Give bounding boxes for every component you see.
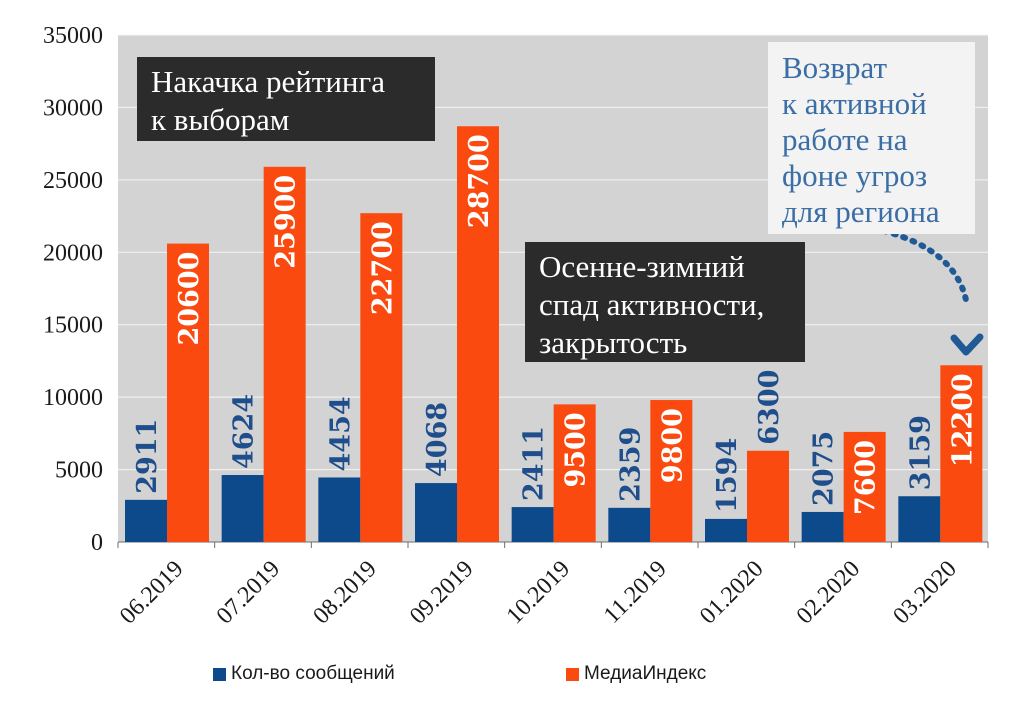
y-tick-label: 10000 xyxy=(43,385,103,411)
data-label-messages: 1594 xyxy=(712,438,743,513)
bar-messages xyxy=(705,518,747,542)
y-tick-label: 25000 xyxy=(43,168,103,194)
bar-messages xyxy=(221,475,264,542)
legend-item-mediaindex: МедиаИндекс xyxy=(566,663,706,685)
bar-messages xyxy=(608,507,651,542)
annotation-return: Возврат к активной работе на фоне угроз … xyxy=(768,42,975,234)
bar-mediaindex xyxy=(650,400,693,542)
x-tick-label: 09.2019 xyxy=(405,556,479,630)
bar-messages xyxy=(511,507,554,542)
annotation-return-line-4: фоне угроз xyxy=(782,158,928,193)
annotation-return-line-5: для региона xyxy=(782,194,940,229)
legend-label-mediaindex: МедиаИндекс xyxy=(584,663,707,684)
annotation-arrow xyxy=(881,228,984,356)
bar-messages xyxy=(801,511,844,542)
data-label-messages: 2411 xyxy=(519,426,550,501)
annotation-rating: Накачка рейтинга к выборам xyxy=(137,57,435,141)
bar-mediaindex xyxy=(167,243,209,542)
data-label-messages: 2075 xyxy=(809,431,840,506)
annotation-autumn-line-1: Осенне-зимний xyxy=(539,249,745,284)
legend-swatch-mediaindex xyxy=(566,667,579,681)
data-label-mediaindex: 25900 xyxy=(271,175,302,269)
y-tick-label: 0 xyxy=(91,530,103,556)
data-label-messages: 2911 xyxy=(132,419,163,494)
x-tick-label: 07.2019 xyxy=(212,556,286,630)
annotation-return-line-1: Возврат xyxy=(782,50,888,85)
x-axis-ticks: 06.2019 07.2019 08.2019 09.2019 10.2019 11.20… xyxy=(115,542,989,630)
y-tick-label: 15000 xyxy=(43,313,103,339)
bar-mediaindex xyxy=(553,404,596,542)
bar-messages xyxy=(898,496,941,542)
bar-mediaindex xyxy=(843,431,886,542)
annotation-autumn-line-3: закрытость xyxy=(539,325,688,360)
x-tick-label: 01.2020 xyxy=(695,556,769,630)
x-tick-label: 10.2019 xyxy=(502,556,576,630)
bar-messages xyxy=(125,499,167,542)
x-tick-label: 11.2019 xyxy=(599,556,672,629)
bar-messages xyxy=(415,483,457,542)
bar-mediaindex xyxy=(747,450,789,542)
y-tick-label: 30000 xyxy=(43,95,103,121)
data-label-mediaindex: 6300 xyxy=(754,370,785,445)
annotation-rating-line-2: к выборам xyxy=(151,102,290,137)
x-tick-label: 03.2020 xyxy=(888,556,962,630)
y-tick-label: 5000 xyxy=(55,458,103,484)
data-label-messages: 4068 xyxy=(422,402,453,477)
annotation-rating-line-1: Накачка рейтинга xyxy=(151,64,385,99)
data-label-messages: 4454 xyxy=(325,396,356,471)
y-tick-label: 20000 xyxy=(43,240,103,266)
y-tick-label: 35000 xyxy=(43,23,103,49)
annotation-autumn: Осенне-зимний спад активности, закрытост… xyxy=(525,242,805,362)
data-label-messages: 3159 xyxy=(905,415,936,490)
data-label-mediaindex: 20600 xyxy=(174,252,205,346)
bar-mediaindex xyxy=(457,126,499,542)
y-axis-ticks: 0 5000 10000 15000 20000 25000 30000 35000 xyxy=(43,23,103,556)
bar-mediaindex xyxy=(940,365,983,542)
bar-mediaindex xyxy=(360,213,403,542)
data-label-mediaindex: 28700 xyxy=(464,134,495,228)
data-label-mediaindex: 7600 xyxy=(851,440,882,515)
legend-swatch-messages xyxy=(213,667,226,681)
annotation-autumn-line-2: спад активности, xyxy=(539,287,765,322)
annotation-return-line-3: работе на xyxy=(782,122,908,157)
bar-messages xyxy=(318,477,361,542)
data-label-mediaindex: 12200 xyxy=(947,373,978,467)
x-tick-label: 02.2020 xyxy=(792,556,866,630)
data-label-mediaindex: 22700 xyxy=(367,221,398,315)
bar-mediaindex xyxy=(263,166,306,542)
data-label-mediaindex: 9500 xyxy=(561,412,592,487)
bars: 2911 20600 4624 25900 4454 22700 4068 28700 2411… xyxy=(125,126,983,542)
x-tick-label: 06.2019 xyxy=(115,556,189,630)
annotation-return-line-2: к активной xyxy=(782,86,927,121)
legend-label-messages: Кол-во сообщений xyxy=(231,663,395,684)
x-tick-label: 08.2019 xyxy=(308,556,382,630)
data-label-messages: 2359 xyxy=(615,427,646,502)
legend-item-messages: Кол-во сообщений xyxy=(213,663,395,685)
data-label-messages: 4624 xyxy=(229,394,260,469)
data-label-mediaindex: 9800 xyxy=(657,408,688,483)
